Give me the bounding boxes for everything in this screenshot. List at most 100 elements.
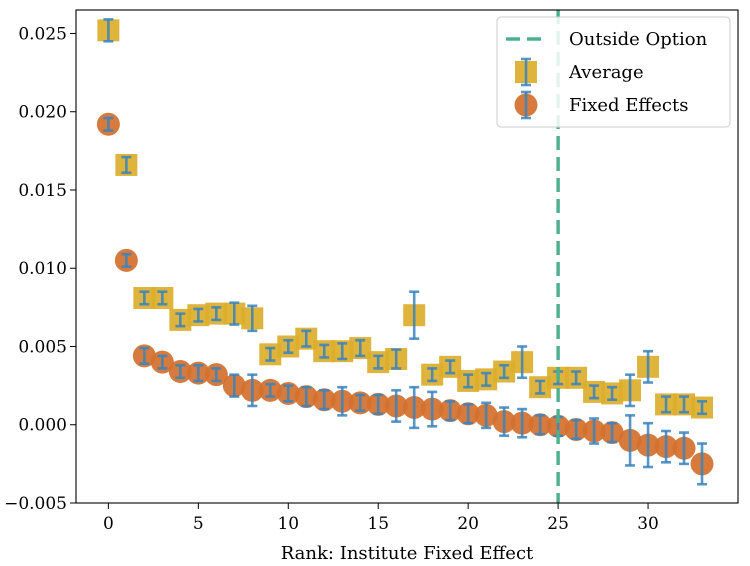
error-bar — [265, 346, 276, 362]
legend-label: Outside Option — [569, 29, 708, 50]
data-point — [294, 385, 318, 409]
error-bar — [193, 307, 204, 323]
x-tick-label: 30 — [637, 514, 659, 534]
series-fixed-effects — [96, 112, 714, 486]
y-axis-ticks: −0.005 0.000 0.005 0.010 0.015 0.020 0.025 — [4, 24, 76, 514]
error-bar — [427, 367, 438, 383]
data-point — [186, 361, 210, 385]
legend: Outside Option Average Fixed Effects — [496, 16, 731, 128]
error-bar — [373, 393, 384, 416]
series-layer — [96, 18, 714, 486]
error-bar — [211, 306, 222, 322]
legend-box — [496, 16, 731, 128]
error-bar — [499, 363, 510, 380]
error-bar — [679, 431, 690, 466]
error-bar — [319, 343, 330, 359]
axes-frame — [75, 9, 739, 504]
error-bar — [193, 363, 204, 383]
legend-label: Fixed Effects — [569, 95, 688, 116]
data-point — [438, 399, 462, 423]
series-average — [97, 18, 714, 419]
data-point — [492, 406, 516, 438]
y-tick-label: −0.005 — [4, 494, 67, 514]
data-point — [169, 308, 192, 331]
data-point — [349, 337, 372, 360]
data-point — [366, 392, 390, 416]
data-point — [583, 380, 606, 403]
error-bar — [661, 429, 672, 464]
data-point — [529, 376, 552, 399]
data-point — [259, 343, 282, 366]
error-bar — [427, 390, 438, 428]
x-axis-label: Rank: Institute Fixed Effect — [281, 543, 534, 564]
error-bar — [535, 414, 546, 436]
data-point — [402, 385, 426, 430]
data-point — [205, 302, 228, 325]
legend-label: Average — [568, 62, 644, 83]
error-bar — [445, 399, 456, 422]
data-point — [277, 335, 300, 358]
data-point — [439, 355, 462, 378]
y-tick-label: 0.010 — [18, 259, 67, 279]
data-point — [132, 344, 156, 368]
data-point — [528, 413, 552, 437]
error-bar — [589, 384, 600, 400]
error-bar — [283, 338, 294, 355]
error-bar — [211, 367, 222, 383]
error-bar — [103, 116, 114, 132]
error-bar — [517, 407, 528, 439]
error-bar — [247, 373, 258, 408]
data-point — [348, 391, 372, 415]
error-bar — [679, 395, 690, 414]
data-point — [222, 373, 246, 398]
data-point — [312, 388, 336, 412]
data-point — [582, 417, 606, 445]
error-bar — [481, 371, 492, 387]
data-point — [133, 286, 156, 309]
data-point — [618, 414, 642, 467]
x-tick-label: 25 — [547, 514, 569, 534]
error-bar — [337, 385, 348, 417]
x-tick-label: 20 — [457, 514, 479, 534]
error-bar — [157, 354, 168, 370]
data-point — [313, 340, 336, 363]
y-tick-label: 0.005 — [18, 337, 67, 357]
y-tick-label: 0.015 — [18, 181, 67, 201]
error-bar — [229, 373, 240, 398]
y-tick-label: 0.020 — [18, 103, 67, 123]
data-point — [690, 442, 714, 486]
data-point — [601, 382, 624, 405]
data-point — [114, 248, 138, 272]
x-tick-label: 10 — [277, 514, 299, 534]
error-bar — [301, 329, 312, 348]
data-point — [672, 431, 696, 466]
data-point — [115, 153, 138, 176]
data-point — [384, 389, 408, 423]
data-point — [96, 112, 120, 136]
data-point — [187, 304, 210, 327]
x-tick-label: 5 — [193, 514, 204, 534]
error-bar — [229, 301, 240, 326]
data-point — [151, 286, 174, 309]
data-point — [510, 407, 534, 439]
data-point — [403, 290, 426, 340]
error-bar — [409, 385, 420, 430]
error-bar — [103, 18, 114, 43]
data-point — [223, 301, 246, 326]
data-point — [367, 351, 390, 374]
error-bar — [607, 421, 618, 444]
error-bar — [445, 359, 456, 375]
data-point — [456, 402, 480, 426]
y-tick-label: 0.000 — [18, 416, 67, 436]
data-point — [204, 363, 228, 387]
error-bar — [175, 312, 186, 328]
x-tick-label: 0 — [103, 514, 114, 534]
error-bar — [625, 414, 636, 467]
data-point — [150, 350, 174, 374]
data-point — [564, 417, 588, 441]
error-bar — [175, 363, 186, 380]
x-tick-label: 15 — [367, 514, 389, 534]
error-bar — [409, 290, 420, 340]
error-bar — [391, 348, 402, 370]
